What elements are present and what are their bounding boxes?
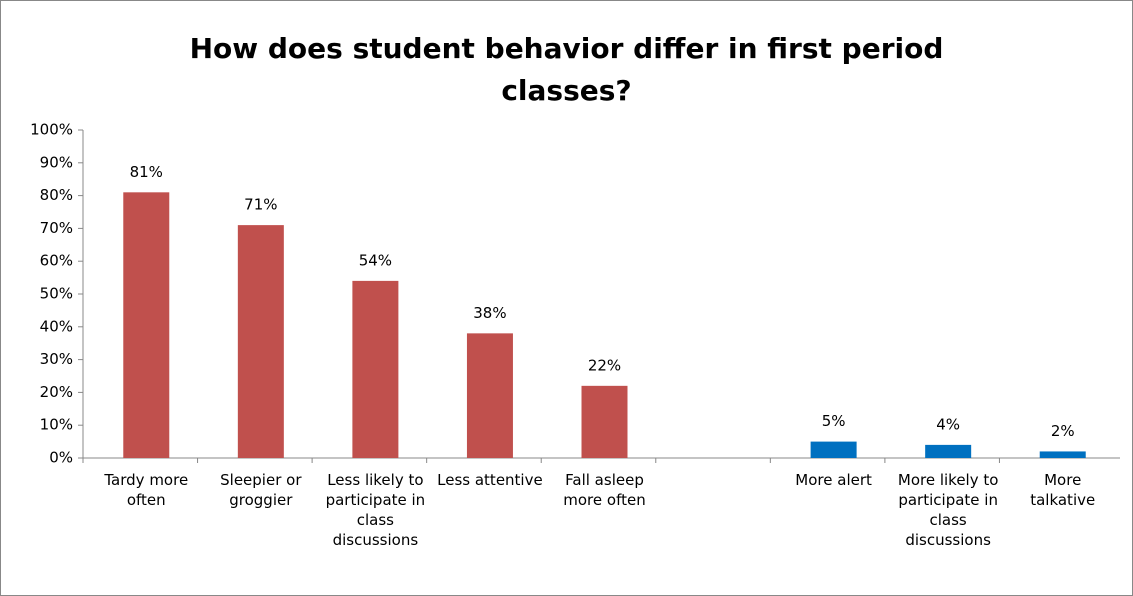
data-label: 54% bbox=[359, 251, 392, 269]
y-tick-label: 30% bbox=[40, 350, 73, 368]
y-tick-label: 70% bbox=[40, 219, 73, 237]
x-tick-label: Fall asleep more often bbox=[563, 471, 646, 509]
y-tick-label: 10% bbox=[40, 416, 73, 434]
data-label: 38% bbox=[473, 304, 506, 322]
data-label: 22% bbox=[588, 356, 621, 374]
data-label: 5% bbox=[822, 412, 846, 430]
bar bbox=[925, 444, 972, 458]
bar bbox=[466, 333, 513, 458]
x-tick-label: Sleepier or groggier bbox=[220, 471, 302, 509]
y-tick-label: 100% bbox=[30, 121, 73, 139]
y-tick-label: 20% bbox=[40, 383, 73, 401]
bar bbox=[581, 385, 628, 458]
chart-title: How does student behavior differ in firs… bbox=[189, 32, 944, 107]
data-label: 81% bbox=[130, 163, 163, 181]
x-tick-label: Less attentive bbox=[437, 471, 543, 489]
data-label: 2% bbox=[1051, 422, 1075, 440]
y-tick-label: 50% bbox=[40, 285, 73, 303]
x-tick-label: More alert bbox=[795, 471, 872, 489]
x-tick-label: More talkative bbox=[1030, 471, 1096, 509]
x-tick-label: More likely to participate in class disc… bbox=[897, 471, 999, 549]
y-tick-label: 90% bbox=[40, 153, 73, 171]
x-tick-label: Less likely to participate in class disc… bbox=[325, 471, 426, 549]
y-tick-label: 40% bbox=[40, 317, 73, 335]
data-label: 71% bbox=[244, 196, 277, 214]
bar bbox=[810, 441, 857, 458]
bar bbox=[352, 280, 399, 458]
data-label: 4% bbox=[936, 415, 960, 433]
x-tick-label: Tardy more often bbox=[104, 471, 189, 509]
y-tick-label: 60% bbox=[40, 252, 73, 270]
bar bbox=[123, 192, 170, 458]
y-tick-label: 0% bbox=[49, 449, 73, 467]
y-tick-label: 80% bbox=[40, 186, 73, 204]
bar bbox=[237, 225, 284, 458]
bar bbox=[1039, 451, 1086, 458]
